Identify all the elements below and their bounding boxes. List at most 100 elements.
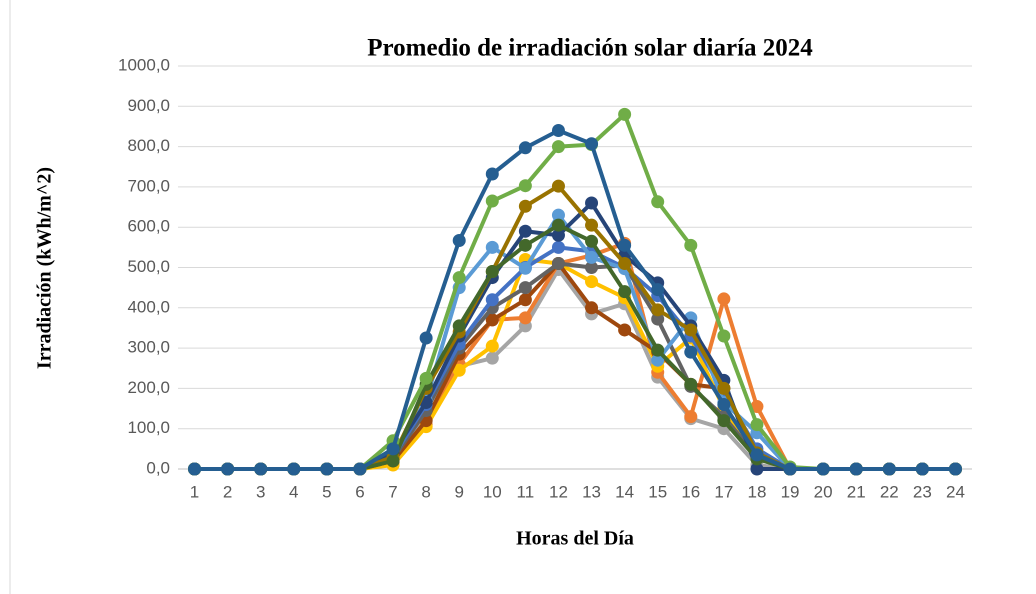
data-point [618, 256, 632, 270]
x-tick-label: 22 [880, 482, 899, 501]
data-point [585, 218, 599, 232]
data-point [585, 250, 599, 264]
series-line [194, 213, 956, 471]
x-tick-label: 19 [781, 482, 800, 501]
data-point [518, 261, 532, 275]
y-tick-label: 500,0 [127, 257, 170, 276]
data-point [485, 265, 499, 279]
series-line [194, 267, 956, 471]
series-line [194, 128, 956, 471]
x-tick-label: 23 [913, 482, 932, 501]
chart-title: Promedio de irradiación solar diaría 202… [367, 35, 813, 62]
data-point [948, 462, 962, 476]
data-point [518, 179, 532, 193]
x-tick-label: 17 [714, 482, 733, 501]
data-point [518, 141, 532, 155]
data-point [684, 377, 698, 391]
data-point [386, 454, 400, 468]
y-tick-label: 0,0 [146, 458, 170, 477]
data-point [551, 256, 565, 270]
x-tick-label: 13 [582, 482, 601, 501]
x-tick-label: 16 [681, 482, 700, 501]
data-point [485, 339, 499, 353]
data-point [651, 303, 665, 317]
data-point [585, 137, 599, 151]
data-point [485, 293, 499, 307]
data-point [915, 462, 929, 476]
x-tick-label: 9 [454, 482, 463, 501]
data-point [485, 240, 499, 254]
data-point [882, 462, 896, 476]
data-point [485, 313, 499, 327]
x-tick-label: 24 [946, 482, 965, 501]
x-tick-label: 10 [483, 482, 502, 501]
x-tick-label: 7 [388, 482, 397, 501]
data-point [551, 240, 565, 254]
data-point [684, 345, 698, 359]
data-point [750, 462, 764, 476]
data-point [221, 462, 235, 476]
y-tick-label: 200,0 [127, 378, 170, 397]
y-tick-label: 800,0 [127, 136, 170, 155]
x-axis-label: Horas del Día [516, 528, 634, 550]
data-point [188, 462, 202, 476]
data-point [585, 261, 599, 274]
data-point [551, 179, 565, 193]
data-point [750, 418, 764, 432]
data-point [684, 410, 698, 424]
x-tick-label: 1 [190, 482, 199, 501]
x-tick-label: 5 [322, 482, 331, 501]
data-point [618, 107, 632, 121]
x-tick-label: 2 [223, 482, 232, 501]
y-tick-label: 900,0 [127, 96, 170, 115]
data-point [651, 195, 665, 209]
data-point [618, 285, 632, 299]
data-point [585, 196, 599, 210]
data-point [618, 323, 632, 337]
y-tick-label: 400,0 [127, 297, 170, 316]
series-line [194, 223, 956, 471]
data-point [585, 234, 599, 248]
data-point [717, 292, 731, 306]
series-line [194, 241, 956, 471]
data-point [485, 351, 499, 365]
y-tick-label: 700,0 [127, 176, 170, 195]
data-point [783, 462, 797, 476]
data-point [750, 400, 764, 414]
data-point [651, 353, 665, 367]
data-point [485, 194, 499, 208]
data-point [518, 281, 532, 295]
data-point [452, 319, 466, 333]
y-tick-label: 100,0 [127, 418, 170, 437]
data-point [849, 462, 863, 476]
data-point [452, 233, 466, 247]
data-point [717, 329, 731, 343]
x-tick-label: 21 [847, 482, 866, 501]
series-line [194, 184, 956, 471]
data-point [320, 462, 334, 476]
y-tick-label: 1000,0 [118, 55, 170, 74]
data-point [651, 312, 665, 326]
data-point [419, 331, 433, 345]
data-point [651, 343, 665, 357]
x-tick-label: 8 [421, 482, 430, 501]
data-point [518, 293, 532, 307]
data-point [816, 462, 830, 476]
x-tick-label: 15 [648, 482, 667, 501]
data-point [551, 208, 565, 222]
data-point [518, 238, 532, 252]
data-point [717, 381, 731, 395]
data-point [452, 271, 466, 285]
data-point [518, 311, 532, 325]
y-tick-label: 600,0 [127, 217, 170, 236]
data-point [551, 218, 565, 232]
x-tick-label: 3 [256, 482, 265, 501]
y-axis-label: Irradiación (kWh/m^2) [34, 167, 56, 369]
data-point [518, 199, 532, 213]
x-tick-label: 12 [549, 482, 568, 501]
data-point [684, 323, 698, 337]
x-tick-label: 18 [747, 482, 766, 501]
x-tick-label: 11 [517, 482, 535, 501]
data-point [254, 462, 268, 476]
data-point [419, 371, 433, 385]
